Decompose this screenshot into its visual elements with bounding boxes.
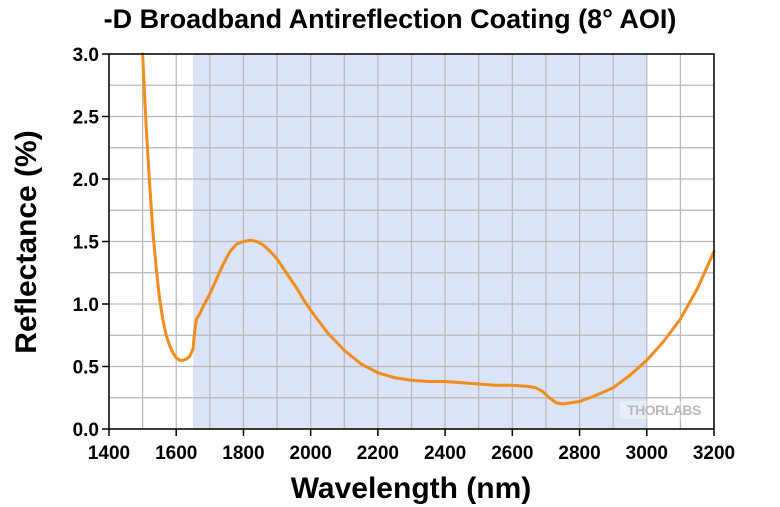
axis-labels: 1400 1600 1800 2000 2200 2400 2600 2800 3000 3200… — [73, 45, 736, 464]
logo-text: THORLABS — [627, 402, 701, 418]
x-tick-label: 1600 — [155, 443, 197, 464]
x-axis-title: Wavelength (nm) — [291, 472, 532, 505]
x-tick-label: 3200 — [693, 443, 735, 464]
x-tick-label: 1400 — [88, 443, 130, 464]
y-tick-label: 2.5 — [73, 108, 100, 129]
logo-backdrop — [620, 401, 708, 419]
thorlabs-logo: THORLABS — [620, 401, 708, 419]
series-line — [141, 52, 716, 406]
y-tick-label: 0.5 — [73, 358, 100, 379]
x-tick-label: 2400 — [424, 443, 466, 464]
y-tick-label: 2.0 — [73, 170, 99, 191]
x-tick-label: 2200 — [357, 443, 399, 464]
y-axis-title: Reflectance (%) — [10, 130, 43, 353]
plot-area: THORLABS — [102, 52, 716, 436]
x-tick-label: 2600 — [491, 443, 533, 464]
x-tick-label: 2800 — [558, 443, 600, 464]
y-tick-label: 3.0 — [73, 45, 99, 66]
x-tick-label: 3000 — [626, 443, 668, 464]
x-tick-label: 1800 — [222, 443, 264, 464]
y-tick-label: 1.5 — [73, 233, 100, 254]
chart-title: -D Broadband Antireflection Coating (8° … — [103, 4, 677, 34]
x-tick-label: 2000 — [290, 443, 332, 464]
y-tick-label: 1.0 — [73, 295, 99, 316]
y-tick-label: 0.0 — [73, 420, 99, 441]
